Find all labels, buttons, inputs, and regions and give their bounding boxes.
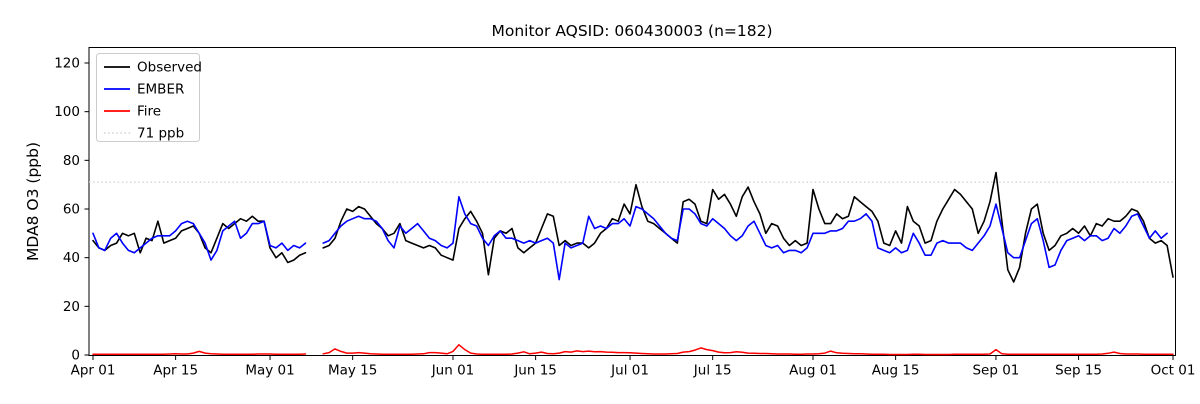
y-tick-label: 100	[54, 104, 80, 120]
x-axis: Apr 01 Apr 15 May 01 May 15 Jun 01 Jun 15 Jul …	[71, 356, 1196, 379]
y-tick-label: 120	[54, 56, 80, 72]
figure: Apr 01 Apr 15 May 01 May 15 Jun 01 Jun 15 Jul …	[0, 0, 1200, 400]
legend-label-71ppb: 71 ppb	[137, 126, 184, 142]
x-tick-label: Jul 15	[693, 363, 732, 379]
y-axis: 0 20 40 60 80 100 120	[54, 56, 89, 364]
x-tick-label: Apr 15	[153, 363, 198, 379]
x-tick-label: Sep 01	[972, 363, 1019, 379]
legend: Observed EMBER Fire 71 ppb	[97, 54, 202, 142]
y-tick-label: 0	[71, 348, 80, 364]
x-tick-label: May 01	[245, 363, 294, 379]
x-tick-label: Apr 01	[71, 363, 116, 379]
legend-label-ember: EMBER	[137, 82, 184, 98]
chart-title: Monitor AQSID: 060430003 (n=182)	[491, 22, 772, 40]
y-tick-label: 80	[63, 153, 80, 169]
x-tick-label: Aug 15	[872, 363, 920, 379]
x-tick-label: Aug 01	[789, 363, 837, 379]
y-tick-label: 40	[63, 250, 80, 266]
x-tick-label: Sep 15	[1055, 363, 1102, 379]
legend-label-observed: Observed	[137, 60, 202, 76]
chart: Apr 01 Apr 15 May 01 May 15 Jun 01 Jun 15 Jul …	[0, 0, 1200, 400]
x-tick-label: Oct 01	[1151, 363, 1196, 379]
y-tick-label: 20	[63, 299, 80, 315]
x-tick-label: May 15	[328, 363, 377, 379]
x-tick-label: Jul 01	[610, 363, 649, 379]
legend-label-fire: Fire	[137, 104, 161, 120]
x-tick-label: Jun 01	[431, 363, 475, 379]
y-axis-label: MDA8 O3 (ppb)	[24, 142, 42, 261]
x-tick-label: Jun 15	[513, 363, 557, 379]
y-tick-label: 60	[63, 202, 80, 218]
